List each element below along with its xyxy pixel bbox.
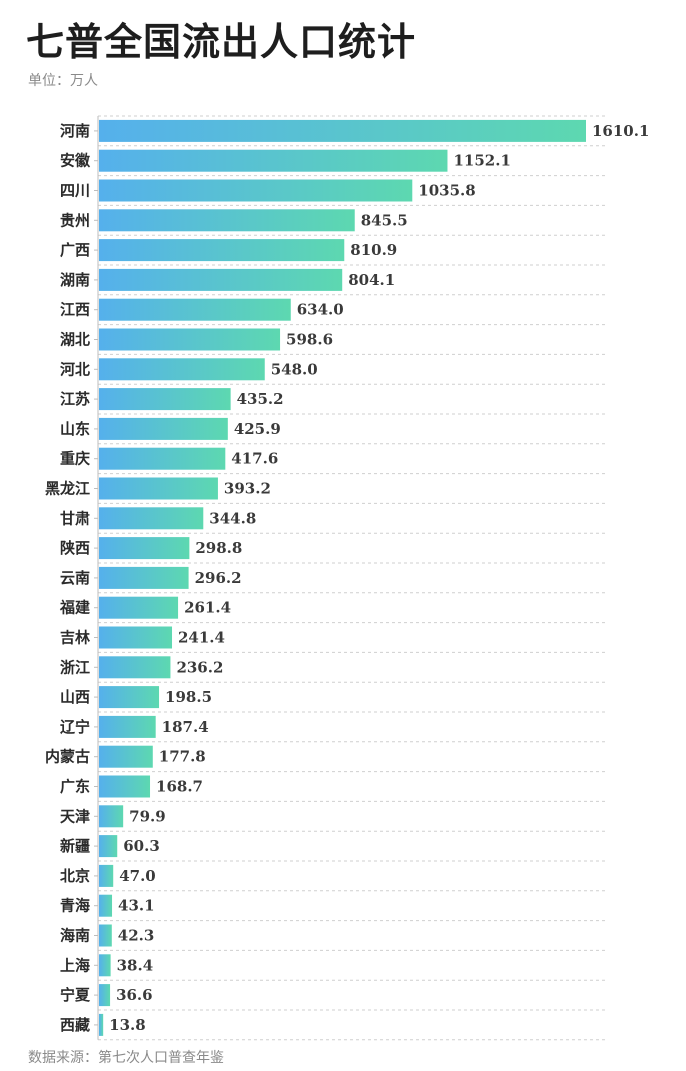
value-label: 79.9 xyxy=(129,807,166,825)
bar xyxy=(99,328,281,351)
category-label: 海南 xyxy=(60,927,90,945)
value-label: 236.2 xyxy=(176,658,223,676)
category-label: 青海 xyxy=(60,897,90,915)
bar xyxy=(99,715,156,738)
value-label: 42.3 xyxy=(118,927,155,945)
value-label: 187.4 xyxy=(162,718,209,736)
bar xyxy=(99,656,171,679)
value-label: 417.6 xyxy=(231,450,278,468)
category-label: 安徽 xyxy=(60,152,91,170)
value-label: 13.8 xyxy=(109,1016,146,1034)
category-label: 甘肃 xyxy=(60,509,90,527)
bar xyxy=(99,686,160,709)
bar xyxy=(99,268,343,291)
value-label: 198.5 xyxy=(165,688,212,706)
bar xyxy=(99,537,190,560)
bar xyxy=(99,596,179,619)
value-label: 38.4 xyxy=(117,956,154,974)
category-label: 福建 xyxy=(59,599,91,617)
bar xyxy=(99,984,111,1007)
bar xyxy=(99,179,413,202)
bar xyxy=(99,388,231,411)
bar xyxy=(99,566,189,589)
bar xyxy=(99,477,218,500)
value-label: 344.8 xyxy=(209,509,256,527)
category-label: 浙江 xyxy=(60,658,90,676)
value-label: 435.2 xyxy=(237,390,284,408)
bar xyxy=(99,417,228,440)
value-label: 43.1 xyxy=(118,897,155,915)
value-label: 1035.8 xyxy=(418,182,475,200)
unit-label: 单位：万人 xyxy=(28,73,98,89)
category-label: 新疆 xyxy=(60,837,90,855)
bar xyxy=(99,894,113,917)
category-label: 山西 xyxy=(60,688,90,706)
bars: 河南 1610.1 安徽 1152.1 四川 1035.8 贵州 845.5 广西 810.9 湖南… xyxy=(45,119,649,1036)
bar xyxy=(99,745,153,768)
value-label: 296.2 xyxy=(195,569,242,587)
bar xyxy=(99,358,265,381)
category-label: 河北 xyxy=(60,360,90,378)
value-label: 36.6 xyxy=(116,986,153,1004)
value-label: 1610.1 xyxy=(592,122,649,140)
data-source: 数据来源：第七次人口普查年鉴 xyxy=(28,1050,224,1066)
bar xyxy=(99,298,291,321)
value-label: 177.8 xyxy=(159,748,206,766)
value-label: 548.0 xyxy=(271,360,318,378)
value-label: 261.4 xyxy=(184,599,231,617)
bar xyxy=(99,835,118,858)
category-label: 江西 xyxy=(60,301,90,319)
category-label: 四川 xyxy=(60,182,90,200)
category-label: 云南 xyxy=(60,569,90,587)
bar xyxy=(99,149,448,172)
value-label: 634.0 xyxy=(297,301,344,319)
category-label: 广西 xyxy=(60,241,90,259)
gridlines xyxy=(98,115,606,1041)
category-label: 吉林 xyxy=(60,629,91,647)
value-label: 298.8 xyxy=(195,539,242,557)
category-label: 山东 xyxy=(60,420,90,438)
category-label: 上海 xyxy=(60,956,90,974)
category-label: 宁夏 xyxy=(60,986,91,1004)
bar xyxy=(99,507,204,530)
value-label: 845.5 xyxy=(361,211,408,229)
category-label: 湖北 xyxy=(60,331,90,349)
value-label: 168.7 xyxy=(156,778,203,796)
value-label: 47.0 xyxy=(119,867,156,885)
category-label: 广东 xyxy=(60,778,90,796)
category-label: 辽宁 xyxy=(60,718,90,736)
category-label: 陕西 xyxy=(60,539,90,557)
category-label: 重庆 xyxy=(60,450,90,468)
chart-title: 七普全国流出人口统计 xyxy=(26,19,417,64)
bar xyxy=(99,119,586,142)
category-label: 河南 xyxy=(60,122,90,140)
category-label: 江苏 xyxy=(60,390,90,408)
bar xyxy=(99,775,151,798)
category-label: 内蒙古 xyxy=(45,748,90,766)
category-label: 湖南 xyxy=(60,271,90,289)
bar xyxy=(99,209,355,232)
category-label: 西藏 xyxy=(60,1016,90,1034)
category-label: 北京 xyxy=(60,867,90,885)
value-label: 1152.1 xyxy=(453,152,510,170)
value-label: 810.9 xyxy=(350,241,397,259)
bar xyxy=(99,864,114,887)
bar xyxy=(99,1013,104,1036)
value-label: 598.6 xyxy=(286,331,333,349)
value-label: 425.9 xyxy=(234,420,281,438)
value-label: 393.2 xyxy=(224,480,271,498)
bar xyxy=(99,805,124,828)
bar xyxy=(99,447,226,470)
bar xyxy=(99,239,345,262)
category-label: 贵州 xyxy=(60,211,90,229)
bar xyxy=(99,954,111,977)
category-label: 天津 xyxy=(60,807,90,825)
bar xyxy=(99,924,112,947)
category-label: 黑龙江 xyxy=(45,480,90,498)
value-label: 804.1 xyxy=(348,271,395,289)
value-label: 60.3 xyxy=(123,837,160,855)
bar xyxy=(99,626,173,649)
value-label: 241.4 xyxy=(178,629,225,647)
